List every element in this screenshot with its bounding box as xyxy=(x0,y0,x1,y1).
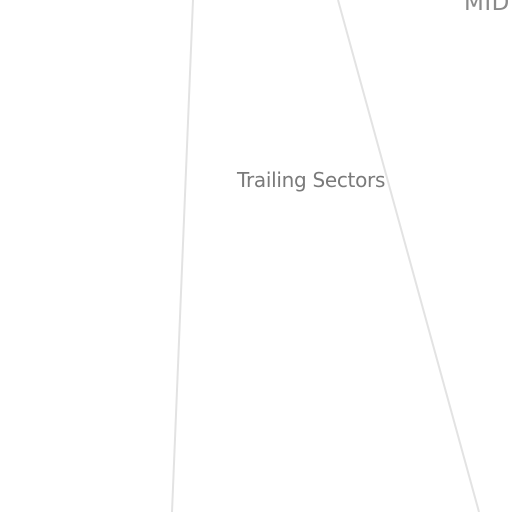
sector-corner-tag: MID xyxy=(464,0,510,16)
sector-divider-right xyxy=(337,0,480,512)
sector-title-label: Trailing Sectors xyxy=(237,168,386,192)
sector-divider-left xyxy=(171,0,194,512)
